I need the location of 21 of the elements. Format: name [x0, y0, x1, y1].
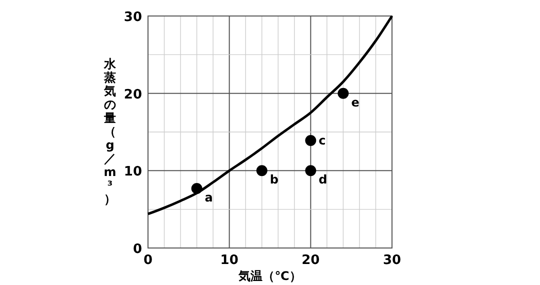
point: [305, 165, 316, 176]
point: [338, 88, 349, 99]
y-tick-label: 10: [124, 164, 142, 180]
x-tick-label: 0: [143, 253, 153, 268]
annotation: b: [270, 172, 279, 187]
x-tick-label: 10: [220, 253, 238, 268]
point: [191, 182, 202, 194]
annotation: a: [204, 190, 213, 204]
point: [256, 165, 268, 176]
y-tick-label: 0: [132, 242, 142, 257]
annotation: c: [318, 134, 326, 148]
x-tick-label: 30: [382, 253, 402, 268]
line-series: [146, 14, 394, 216]
point: [305, 135, 316, 146]
annotation: e: [351, 95, 360, 110]
text: 水蒸気の量（g／m³）: [104, 57, 116, 206]
y-tick-label: 20: [124, 87, 142, 102]
annotation: d: [318, 172, 328, 187]
y-tick-label: 30: [124, 10, 142, 25]
x-axis-title: 気温（℃）: [238, 269, 302, 283]
x-tick-label: 20: [302, 253, 320, 268]
